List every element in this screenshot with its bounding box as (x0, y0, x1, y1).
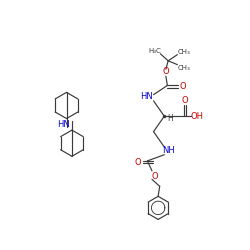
Text: H: H (167, 114, 172, 123)
Text: NH: NH (162, 146, 175, 156)
Text: OH: OH (190, 112, 203, 121)
Text: O: O (182, 96, 188, 105)
Text: CH₃: CH₃ (178, 65, 191, 71)
Text: O: O (162, 67, 169, 76)
Text: HN: HN (140, 92, 153, 102)
Text: H₃C: H₃C (148, 48, 161, 54)
Text: O: O (134, 158, 141, 166)
Text: HN: HN (57, 120, 70, 129)
Text: O: O (180, 82, 186, 91)
Text: O: O (152, 172, 158, 181)
Text: CH₃: CH₃ (177, 48, 190, 54)
